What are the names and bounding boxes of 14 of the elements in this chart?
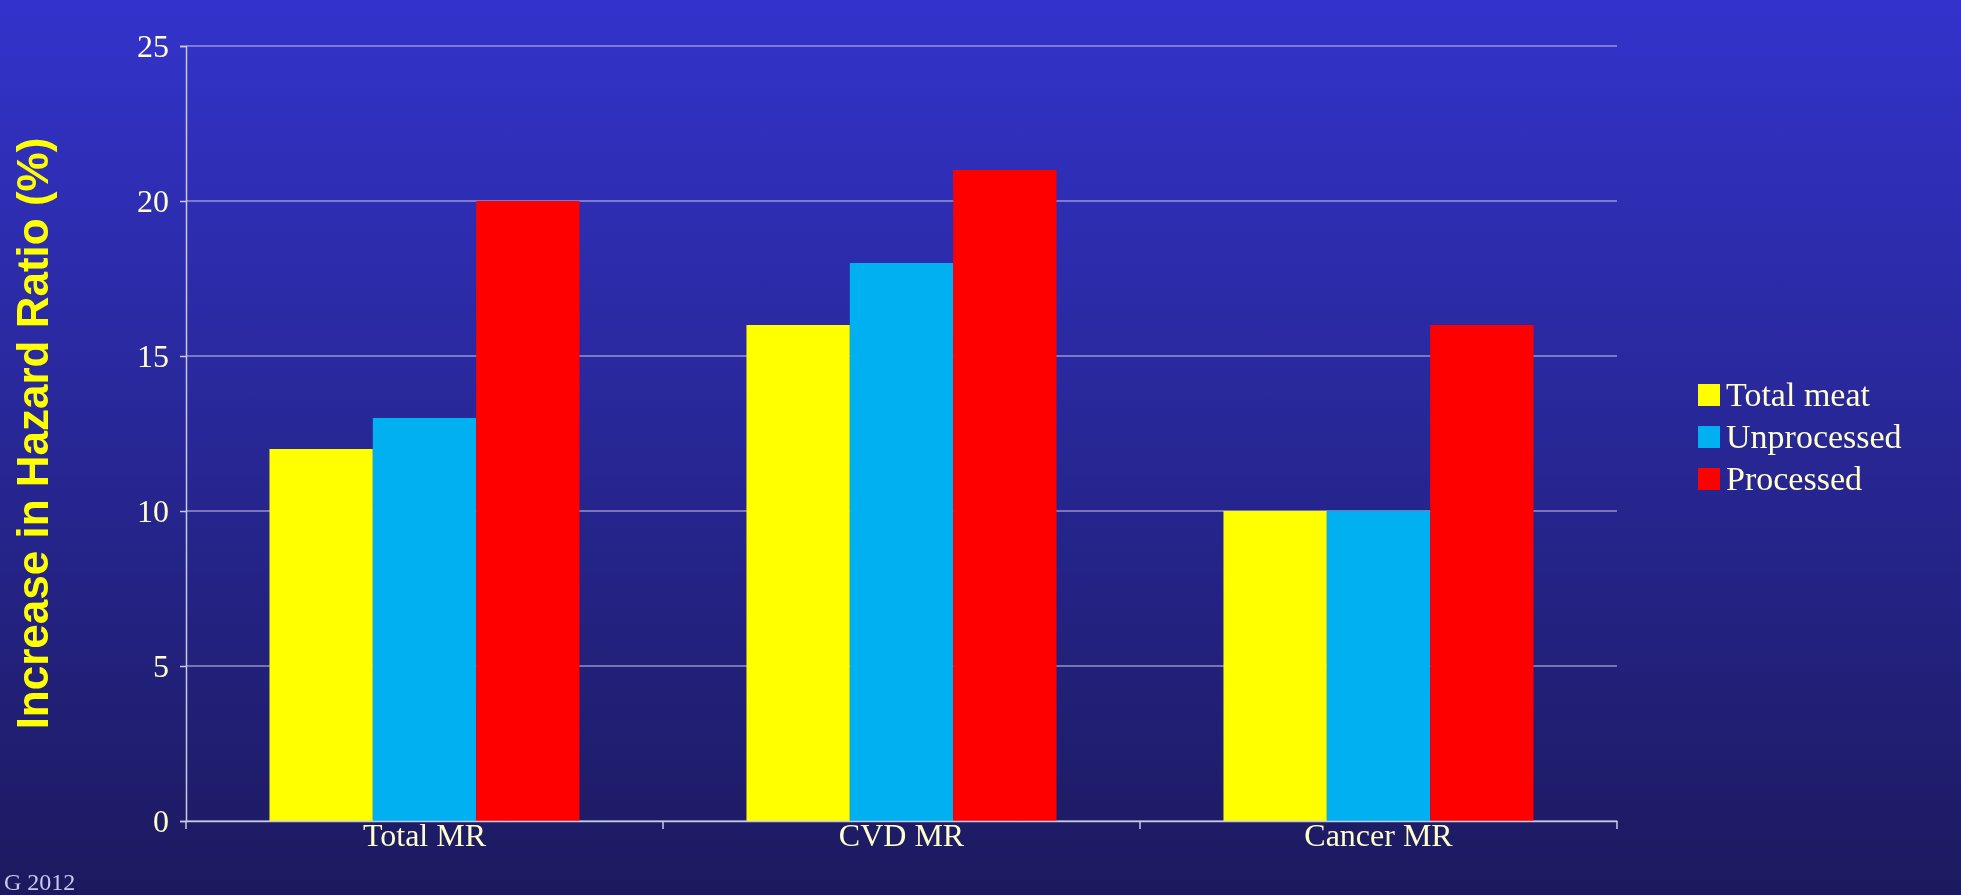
y-tick-label: 15 [137,337,169,374]
y-tick-label: 5 [153,647,169,684]
legend-label: Processed [1726,460,1862,497]
text: G 2012 [4,869,76,895]
y-tick-label: 25 [137,27,169,64]
x-tick-label: Total MR [362,817,487,853]
x-tick-label: Cancer MR [1304,817,1454,853]
legend-label: Unprocessed [1726,418,1902,455]
y-tick-label: 0 [153,802,169,839]
legend-label: Total meat [1726,376,1871,413]
x-tick-label: CVD MR [838,817,965,853]
y-tick-label: 10 [137,492,169,529]
y-tick-label: 20 [137,182,169,219]
y-axis-title: Increase in Hazard Ratio (%) [8,137,57,730]
